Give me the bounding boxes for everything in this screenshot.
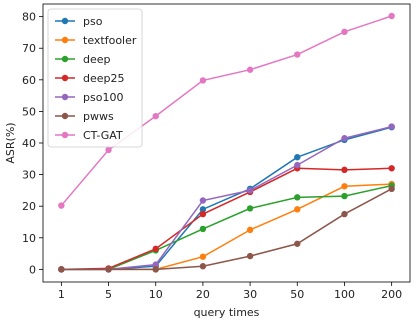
y-tick-label: 30 [22, 169, 36, 182]
data-point-pwws [105, 266, 112, 273]
data-point-pso100 [152, 261, 159, 268]
data-point-pso100 [294, 161, 301, 169]
legend-swatch-marker [61, 112, 69, 120]
data-point-pwws [152, 266, 159, 273]
data-point-deep [294, 194, 301, 201]
data-point-CT-GAT [58, 202, 65, 209]
data-point-textfooler [341, 183, 348, 190]
legend-label: pwws [83, 110, 114, 123]
legend-swatch-marker [61, 74, 69, 82]
y-tick-label: 10 [22, 232, 36, 245]
y-tick-label: 80 [22, 11, 36, 24]
legend-label: deep [83, 53, 111, 66]
data-point-pwws [199, 263, 207, 270]
data-point-pso [294, 154, 301, 161]
data-point-pwws [294, 240, 301, 247]
data-point-CT-GAT [341, 28, 348, 35]
data-point-pwws [341, 210, 348, 218]
data-point-CT-GAT [294, 51, 301, 58]
data-point-deep [246, 205, 254, 212]
data-point-pwws [388, 185, 395, 193]
data-point-CT-GAT [152, 112, 159, 120]
data-point-CT-GAT [199, 77, 207, 84]
series-line-deep [61, 184, 392, 271]
data-point-deep25 [152, 245, 159, 253]
legend-swatch-marker [61, 17, 69, 25]
y-tick-label: 20 [22, 200, 36, 213]
legend-swatch-marker [61, 36, 69, 44]
legend-swatch-marker [61, 55, 69, 63]
data-point-deep25 [199, 210, 207, 218]
legend-label: pso [83, 15, 103, 28]
legend-box [47, 8, 143, 148]
data-point-deep [341, 192, 348, 200]
data-point-pwws [58, 266, 65, 273]
y-tick-label: 70 [22, 42, 36, 55]
data-point-CT-GAT [105, 146, 112, 154]
data-point-pso100 [388, 123, 395, 130]
data-point-textfooler [199, 253, 207, 260]
series-line-pwws [61, 188, 393, 271]
y-tick-label: 40 [22, 137, 36, 150]
data-point-textfooler [294, 206, 301, 213]
data-point-deep [199, 225, 207, 233]
y-axis-label: ASR(%) [4, 122, 17, 163]
x-tick-label: 30 [243, 288, 257, 301]
legend-swatch-marker [61, 93, 69, 101]
x-tick-label: 5 [105, 288, 112, 301]
legend-label: deep25 [83, 72, 125, 85]
y-tick-label: 0 [29, 263, 36, 276]
data-point-pso [199, 206, 207, 213]
x-tick-label: 100 [334, 288, 355, 301]
data-point-textfooler [246, 226, 254, 234]
series-line-deep25 [61, 167, 392, 271]
data-point-pso100 [199, 197, 207, 204]
y-tick-label: 60 [22, 74, 36, 87]
data-point-pso100 [341, 135, 348, 142]
x-tick-label: 10 [149, 288, 163, 301]
data-point-CT-GAT [246, 66, 254, 73]
legend-swatch-marker [61, 131, 69, 139]
data-point-pso100 [246, 187, 254, 194]
x-tick-label: 1 [58, 288, 65, 301]
x-tick-label: 200 [381, 288, 402, 301]
x-tick-label: 20 [196, 288, 210, 301]
series-line-pso100 [61, 125, 392, 271]
legend-label: pso100 [83, 91, 123, 104]
data-point-deep25 [341, 166, 348, 174]
x-tick-label: 50 [290, 288, 304, 301]
legend-label: CT-GAT [83, 129, 123, 142]
x-axis-label: query times [194, 306, 260, 319]
data-point-deep25 [388, 165, 395, 172]
y-tick-label: 50 [22, 105, 36, 118]
data-point-pwws [246, 252, 254, 260]
legend-label: textfooler [83, 34, 137, 47]
data-point-CT-GAT [388, 12, 395, 20]
